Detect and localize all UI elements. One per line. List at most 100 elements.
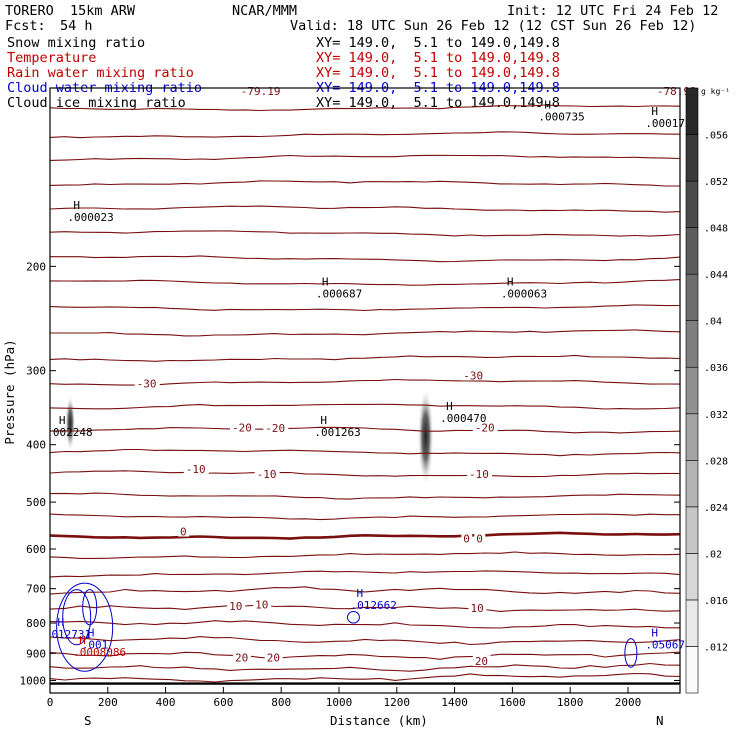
legend-field-xy: XY= 149.0, 5.1 to 149.0,149.8 (316, 35, 560, 51)
temperature-isotherm (50, 329, 681, 337)
endpoint-label-start: S (84, 713, 92, 728)
colorbar-tick-label: .016 (704, 596, 728, 607)
colorbar-segment (685, 413, 699, 461)
isotherm-label: -10 (257, 468, 277, 481)
temperature-isotherm (49, 180, 680, 187)
isotherm-label-bg (461, 369, 487, 381)
isotherm-label: 10 (255, 598, 268, 611)
isotherm-label-bg (461, 532, 473, 544)
colorbar-tick-label: .052 (704, 177, 728, 188)
temperature-isotherm (49, 662, 681, 672)
isotherm-label-bg (254, 468, 280, 480)
legend-field-xy: XY= 149.0, 5.1 to 149.0,149.8 (316, 65, 560, 81)
colorbar-segment (685, 553, 699, 601)
extremum-marker: H (446, 400, 453, 413)
colorbar-segment (685, 320, 699, 368)
temperature-isotherm (50, 255, 681, 263)
extremum-marker: H (73, 199, 80, 212)
isotherm-label-bg (467, 468, 493, 480)
colorbar-tick-label: .028 (704, 456, 728, 467)
isotherm-label: 20 (235, 652, 248, 665)
legend-field-name: Temperature (7, 50, 97, 66)
extremum-value: .050674 (645, 639, 692, 652)
colorbar-segment (685, 87, 699, 135)
isotherm-label: -10 (469, 468, 489, 481)
colorbar-segment (685, 599, 699, 647)
cloud-water-contour (82, 589, 98, 626)
colorbar-tick-label: .036 (704, 363, 728, 374)
y-tick-label: 500 (26, 496, 46, 509)
isotherm-label-bg (264, 651, 283, 663)
plot-frame (49, 87, 681, 694)
legend-field-xy: XY= 149.0, 5.1 to 149.0,149.8 (316, 95, 560, 111)
x-tick-label: 600 (213, 696, 233, 709)
temperature-isotherm (49, 570, 681, 578)
extremum-marker: H (651, 105, 658, 118)
extremum-value: .000687 (316, 288, 362, 301)
cloud-water-contour (624, 638, 638, 668)
x-tick-label: 200 (98, 696, 118, 709)
y-tick-label: 1000 (20, 674, 47, 687)
colorbar-segment (685, 506, 699, 554)
colorbar-tick-label: .04 (704, 317, 722, 328)
forecast-hour: 54 h (60, 18, 93, 34)
colorbar-tick-label: .048 (704, 224, 728, 235)
x-tick-label: 1400 (441, 696, 468, 709)
colorbar-segment (685, 180, 699, 228)
x-tick-label: 1600 (499, 696, 526, 709)
cloud-water-contour (56, 582, 114, 672)
temperature-isotherm (49, 651, 681, 660)
extremum-marker: H (320, 414, 327, 427)
x-tick-label: 1000 (326, 696, 353, 709)
x-tick-label: 0 (47, 696, 54, 709)
colorbar-segment (685, 227, 699, 275)
colorbar-segment (685, 646, 699, 694)
temperature-isotherm (49, 354, 681, 362)
y-tick-label: 400 (26, 439, 46, 452)
extremum-value: 012731 (51, 628, 91, 641)
extremum-marker: H (79, 634, 86, 647)
temperature-isotherm (49, 426, 681, 434)
y-tick-label: 900 (26, 647, 46, 660)
colorbar-tick-label: .02 (704, 549, 722, 560)
isotherm-label-bg (472, 421, 498, 433)
plot-header: TORERO 15km ARW NCAR/MMM Init: 12 UTC Fr… (0, 0, 740, 120)
extremum-value: .012662 (351, 599, 397, 612)
extremum-value: 002248 (53, 426, 93, 439)
extremum-marker: H (322, 276, 329, 289)
isotherm-label-bg (474, 532, 486, 544)
x-tick-label: 2000 (615, 696, 642, 709)
temperature-isotherm (49, 620, 680, 629)
extremum-marker: H (544, 98, 551, 111)
snow-shading-blob (65, 395, 76, 452)
y-tick-label: 700 (26, 583, 46, 596)
snow-shading-blob (417, 387, 434, 487)
extremum-value: .001263 (314, 426, 360, 439)
center-name: NCAR/MMM (232, 3, 298, 19)
legend-field-name: Cloud ice mixing ratio (7, 95, 186, 111)
x-tick-label: 1800 (557, 696, 584, 709)
colorbar-segment (685, 134, 699, 182)
isotherm-label: -30 (463, 369, 483, 382)
colorbar-tick-label: .032 (704, 410, 728, 421)
cloud-water-contour (346, 611, 360, 624)
legend-field-name: Rain water mixing ratio (7, 65, 194, 81)
temperature-isotherm (49, 551, 681, 559)
temperature-isotherm (49, 403, 681, 410)
colorbar-unit: g kg⁻¹ (701, 87, 730, 96)
colorbar-tick-label: .012 (704, 642, 728, 653)
temperature-isotherm (49, 586, 681, 595)
isotherm-label-bg (183, 462, 209, 474)
isotherm-label-bg (134, 377, 160, 389)
temperature-isotherm (49, 104, 681, 112)
isotherm-label-bg (263, 422, 289, 434)
isotherm-label: -30 (137, 378, 157, 391)
extremum-marker: H (651, 627, 658, 640)
isotherm-label: -20 (265, 422, 285, 435)
model-title: TORERO 15km ARW (5, 3, 136, 19)
forecast-label: Fcst: (5, 18, 46, 34)
isotherm-label: 0 (463, 532, 470, 545)
extremum-value: .000063 (501, 288, 547, 301)
valid-time: Valid: 18 UTC Sun 26 Feb 12 (12 CST Sun … (290, 18, 697, 34)
